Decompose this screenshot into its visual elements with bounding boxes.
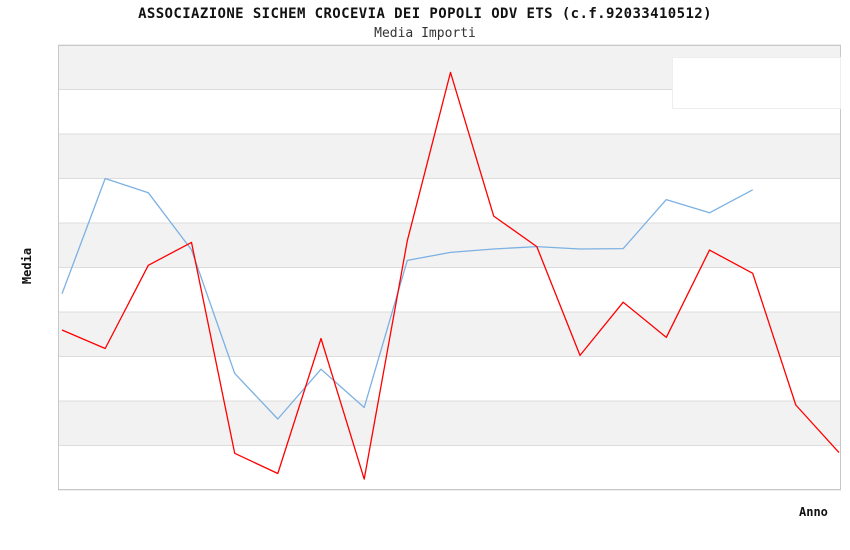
plot-area — [58, 44, 841, 491]
chart-subtitle: Media Importi — [374, 26, 476, 41]
x-axis-title: Anno — [799, 505, 828, 519]
plot-band — [58, 356, 841, 401]
plot-band — [58, 401, 841, 446]
media-nazionale-line — [61, 177, 754, 420]
plot-band — [58, 312, 841, 357]
plot-band — [58, 445, 841, 490]
plot-band — [58, 134, 841, 179]
plot-svg — [58, 44, 841, 491]
plot-band — [58, 267, 841, 312]
plot-border — [58, 45, 841, 490]
legend — [672, 57, 841, 109]
chart-title: ASSOCIAZIONE SICHEM CROCEVIA DEI POPOLI … — [138, 6, 712, 22]
y-axis-title: Media — [20, 247, 34, 285]
plot-band — [58, 178, 841, 223]
media-ente-line — [61, 71, 840, 480]
